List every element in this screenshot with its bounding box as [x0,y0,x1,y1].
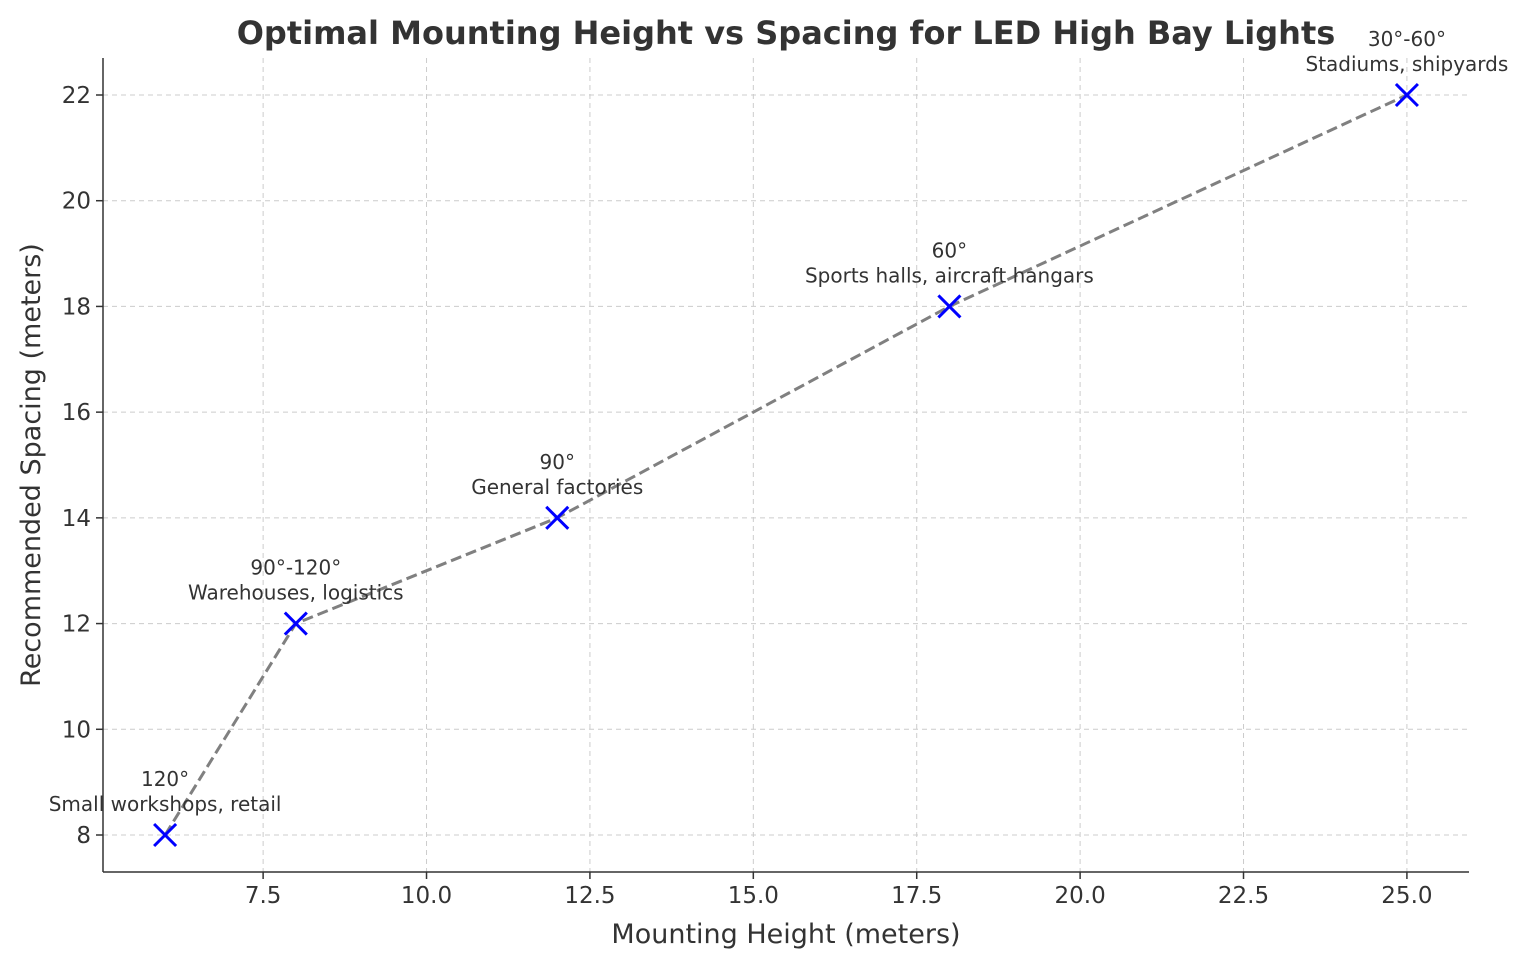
y-tick-label: 8 [76,823,91,849]
annotation-angle: 90°-120° [250,556,341,580]
x-axis-label: Mounting Height (meters) [611,919,960,950]
x-tick-label: 17.5 [891,883,942,909]
x-tick-label: 7.5 [245,883,282,909]
y-tick-label: 14 [62,506,91,532]
y-tick-label: 16 [62,400,91,426]
annotation-application: Sports halls, aircraft hangars [805,263,1094,287]
annotations: 120°Small workshops, retail 90°-120°Wareh… [49,27,1509,816]
x-tick-label: 10.0 [401,883,452,909]
annotation-angle: 90° [540,450,575,474]
y-tick-label: 22 [62,83,91,109]
data-point-marker [283,611,308,636]
series [153,82,1419,848]
chart-title: Optimal Mounting Height vs Spacing for L… [237,14,1336,52]
annotation-application: Stadiums, shipyards [1306,52,1509,76]
y-tick-label: 18 [62,294,91,320]
y-tick-label: 20 [62,189,91,215]
annotation-application: General factories [471,475,643,499]
x-marker-stroke [1394,82,1419,108]
annotation-angle: 120° [141,767,189,791]
y-tick-label: 10 [62,717,91,743]
annotation-application: Small workshops, retail [49,792,282,816]
x-tick-label: 25.0 [1381,883,1432,909]
y-tick-label: 12 [62,612,91,638]
x-marker-stroke [283,611,308,636]
data-point-marker [1394,82,1419,108]
annotation-angle: 60° [932,238,967,262]
series-line [163,93,1408,836]
y-axis-label: Recommended Spacing (meters) [16,243,47,687]
x-tick-label: 22.5 [1218,883,1269,909]
x-marker-stroke [153,822,178,848]
grid [103,58,1469,872]
annotation-angle: 30°-60° [1368,27,1446,51]
x-tick-label: 12.5 [564,883,615,909]
data-point-marker [153,822,178,848]
axes: 7.5 10.0 12.5 15.0 17.5 20.0 22.5 25.0 8 10 12 14 16… [62,58,1469,909]
data-point-marker [937,294,962,319]
data-point-marker [545,505,570,530]
x-marker-stroke [545,505,570,530]
x-tick-label: 15.0 [728,883,779,909]
x-marker-stroke [937,294,962,319]
annotation-application: Warehouses, logistics [188,581,404,605]
x-tick-label: 20.0 [1055,883,1106,909]
